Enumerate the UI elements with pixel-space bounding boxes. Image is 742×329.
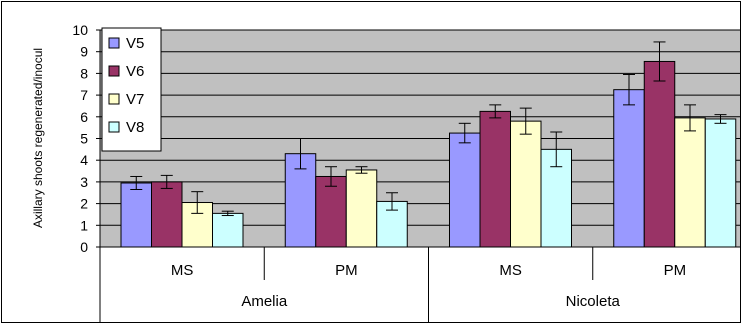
bar-V6-2 (479, 110, 511, 248)
bar-V5-0 (120, 182, 152, 248)
y-tick-label: 1 (80, 217, 88, 233)
x-category-label: MS (171, 262, 194, 279)
legend-label-V6: V6 (126, 63, 144, 80)
y-tick-label: 8 (80, 65, 88, 81)
legend-swatch-V8 (108, 121, 120, 133)
bar-V6-0 (151, 181, 183, 248)
legend-swatch-V5 (108, 37, 120, 49)
y-tick-label: 4 (80, 152, 88, 168)
bar-V7-2 (510, 120, 542, 248)
legend-swatch-V6 (108, 65, 120, 77)
legend-label-V8: V8 (126, 119, 144, 136)
x-category-label: PM (335, 262, 358, 279)
bar-V5-2 (449, 132, 481, 248)
bar-V8-3 (704, 118, 737, 248)
x-category-label: PM (664, 262, 687, 279)
bar-V8-0 (212, 212, 244, 248)
y-tick-label: 6 (80, 109, 88, 125)
y-tick-label: 9 (80, 44, 88, 60)
x-category-label: MS (499, 262, 522, 279)
x-group-label: Nicoleta (566, 293, 621, 310)
bar-V6-1 (315, 175, 347, 248)
bar-V7-3 (674, 117, 706, 248)
x-group-label: Amelia (241, 293, 288, 310)
y-tick-label: 0 (80, 239, 88, 255)
bar-V6-3 (643, 60, 676, 248)
y-tick-label: 7 (80, 87, 88, 103)
y-tick-label: 10 (72, 22, 88, 38)
legend-label-V7: V7 (126, 91, 144, 108)
bar-V5-3 (613, 89, 645, 248)
y-tick-label: 2 (80, 196, 88, 212)
legend-swatch-V7 (108, 93, 120, 105)
y-axis-label: Axillary shoots regenerated/inocul (31, 48, 45, 228)
bar-V7-1 (345, 169, 378, 248)
y-tick-label: 3 (80, 174, 88, 190)
legend-label-V5: V5 (126, 35, 144, 52)
y-tick-label: 5 (80, 131, 88, 147)
